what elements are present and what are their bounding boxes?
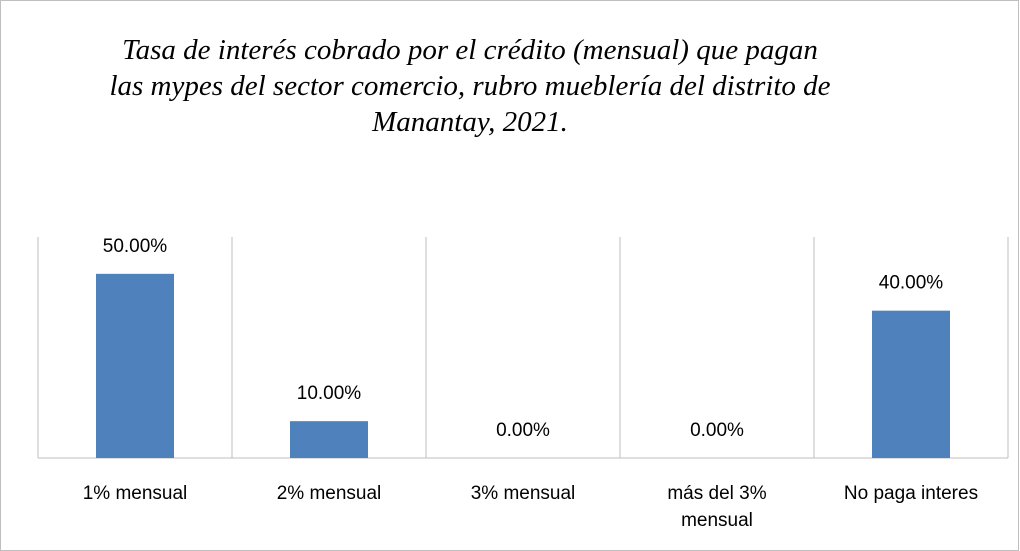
data-label: 40.00%: [879, 273, 944, 294]
bar: [96, 273, 174, 458]
data-label: 50.00%: [103, 236, 168, 257]
x-tick-label: No paga interes: [843, 483, 979, 504]
chart-title: Tasa de interés cobrado por el crédito (…: [109, 34, 831, 138]
data-label: 0.00%: [690, 420, 744, 441]
bar: [290, 421, 368, 458]
data-label: 10.00%: [297, 383, 362, 404]
data-label: 0.00%: [496, 420, 550, 441]
x-tick-label: 2% mensual: [276, 483, 382, 504]
x-tick-label: 1% mensual: [82, 483, 188, 504]
x-tick-label: 3% mensual: [470, 483, 576, 504]
bar: [872, 310, 950, 458]
x-tick-label: más del 3% mensual: [667, 483, 767, 531]
